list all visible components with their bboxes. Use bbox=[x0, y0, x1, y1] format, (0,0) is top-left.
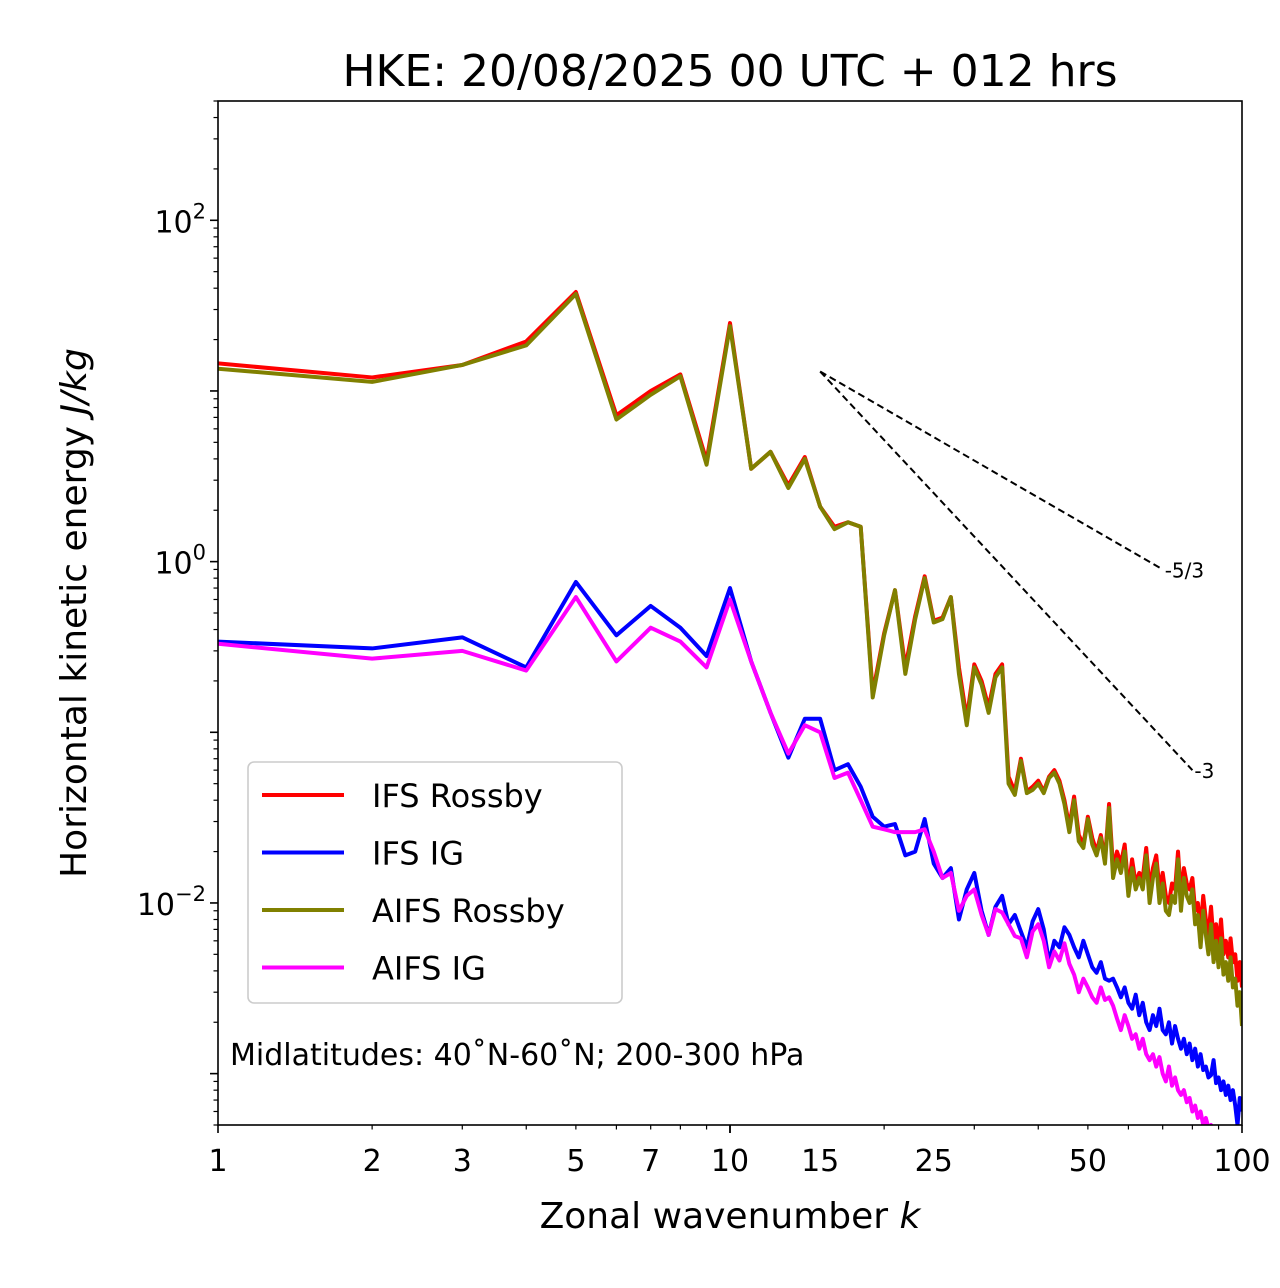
legend-label: IFS IG bbox=[372, 835, 464, 873]
y-tick-label: 10−2 bbox=[137, 882, 206, 923]
reference-slope-label-1: -3 bbox=[1194, 759, 1214, 783]
chart-title: HKE: 20/08/2025 00 UTC + 012 hrs bbox=[342, 46, 1117, 97]
y-axis-label: Horizontal kinetic energy J/kg bbox=[54, 348, 95, 878]
x-tick-label: 3 bbox=[453, 1144, 472, 1179]
legend-label: AIFS IG bbox=[372, 950, 486, 988]
series-layer bbox=[218, 290, 1242, 1125]
x-tick-label: 25 bbox=[915, 1144, 953, 1179]
series-line-aifs-rossby bbox=[218, 291, 1242, 1027]
x-tick-label: 100 bbox=[1213, 1144, 1270, 1179]
region-annotation: Midlatitudes: 40˚N-60˚N; 200-300 hPa bbox=[230, 1038, 804, 1073]
legend-label: IFS Rossby bbox=[372, 777, 543, 815]
x-tick-label: 50 bbox=[1069, 1144, 1107, 1179]
x-tick-label: 10 bbox=[711, 1144, 749, 1179]
reference-slope-labels: -5/3 -3 bbox=[1165, 558, 1215, 783]
legend: IFS Rossby IFS IG AIFS Rossby AIFS IG bbox=[247, 761, 623, 1004]
x-axis-label: Zonal wavenumber k bbox=[540, 1196, 923, 1237]
series-line-ifs-ig bbox=[218, 579, 1242, 1125]
y-axis-label-text: Horizontal kinetic energy bbox=[54, 426, 95, 878]
x-tick-label: 1 bbox=[208, 1144, 227, 1179]
x-tick-label: 5 bbox=[566, 1144, 585, 1179]
legend-frame bbox=[247, 761, 623, 1004]
y-tick-label: 100 bbox=[154, 541, 206, 582]
x-axis-label-text: Zonal wavenumber bbox=[540, 1196, 889, 1237]
x-tick-label: 7 bbox=[641, 1144, 660, 1179]
reference-slope-label-0: -5/3 bbox=[1165, 558, 1204, 582]
x-tick-label: 15 bbox=[801, 1144, 839, 1179]
y-axis-label-units: J/kg bbox=[54, 348, 95, 420]
reference-slope-line-1 bbox=[819, 370, 1194, 771]
y-tick-label: 102 bbox=[154, 199, 206, 240]
series-line-aifs-ig bbox=[218, 595, 1214, 1125]
reference-slopes bbox=[819, 370, 1194, 771]
x-axis-ticks: 1 2 3 5 7 10 15 25 50 100 bbox=[208, 1125, 1271, 1179]
x-axis-label-var: k bbox=[900, 1196, 923, 1237]
x-tick-label: 2 bbox=[363, 1144, 382, 1179]
y-axis-ticks: 102 100 10−2 bbox=[137, 100, 218, 1126]
legend-label: AIFS Rossby bbox=[372, 892, 565, 930]
